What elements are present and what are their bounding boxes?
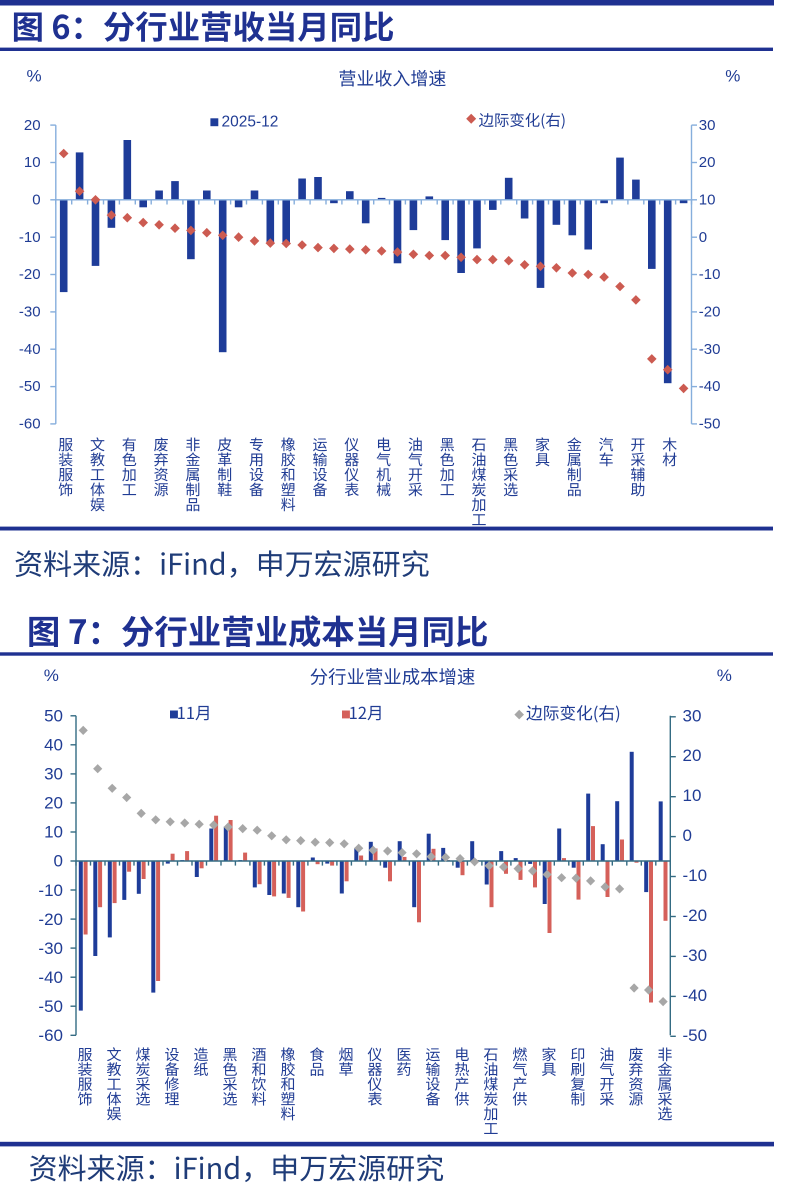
svg-text:-50: -50 [19,378,41,395]
svg-text:30: 30 [683,706,702,725]
svg-text:20: 20 [699,154,716,171]
svg-text:-20: -20 [699,304,721,321]
svg-text:10: 10 [44,823,63,842]
svg-text:0: 0 [54,852,63,871]
svg-text:-20: -20 [683,906,708,925]
svg-text:-10: -10 [683,866,708,885]
svg-text:%: % [725,67,740,86]
svg-text:30: 30 [699,117,716,134]
svg-text:-30: -30 [38,939,63,958]
svg-text:40: 40 [44,736,63,755]
svg-text:20: 20 [683,746,702,765]
svg-text:%: % [27,67,42,86]
svg-text:-60: -60 [19,416,41,433]
svg-text:20: 20 [24,117,41,134]
svg-text:-30: -30 [683,946,708,965]
svg-text:0: 0 [683,826,692,845]
svg-text:-40: -40 [699,378,721,395]
svg-text:-40: -40 [19,341,41,358]
svg-text:-50: -50 [699,416,721,433]
svg-text:-40: -40 [683,986,708,1005]
svg-text:10: 10 [699,192,716,209]
svg-text:-10: -10 [699,266,721,283]
svg-text:2025-12: 2025-12 [222,113,279,130]
svg-text:10: 10 [683,786,702,805]
svg-text:-60: -60 [38,1026,63,1045]
svg-text:-20: -20 [38,910,63,929]
svg-text:-50: -50 [38,997,63,1016]
svg-text:-10: -10 [38,881,63,900]
svg-text:-50: -50 [683,1026,708,1045]
svg-text:10: 10 [24,154,41,171]
svg-text:30: 30 [44,765,63,784]
svg-text:-20: -20 [19,266,41,283]
svg-text:%: % [717,666,732,685]
svg-text:50: 50 [44,707,63,726]
svg-text:0: 0 [32,192,40,209]
svg-text:20: 20 [44,794,63,813]
svg-text:-40: -40 [38,968,63,987]
svg-text:-30: -30 [699,341,721,358]
svg-text:-30: -30 [19,304,41,321]
svg-text:0: 0 [699,229,707,246]
svg-text:%: % [44,666,59,685]
svg-text:-10: -10 [19,229,41,246]
